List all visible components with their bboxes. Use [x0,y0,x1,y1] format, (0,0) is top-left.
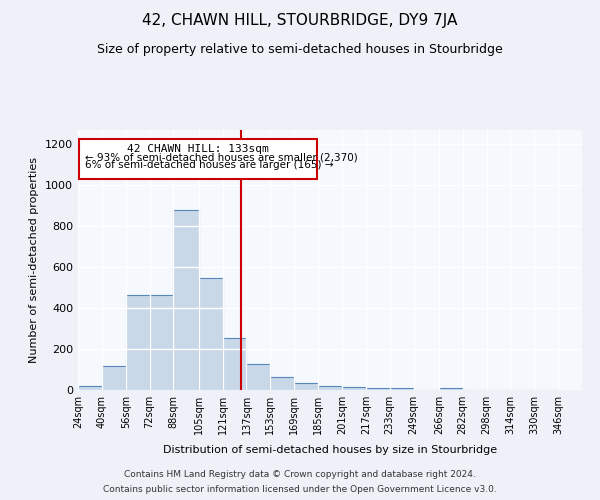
Text: Size of property relative to semi-detached houses in Stourbridge: Size of property relative to semi-detach… [97,42,503,56]
Bar [247,364,271,390]
Text: 42, CHAWN HILL, STOURBRIDGE, DY9 7JA: 42, CHAWN HILL, STOURBRIDGE, DY9 7JA [142,12,458,28]
Bar [78,386,102,390]
Text: ← 93% of semi-detached houses are smaller (2,370): ← 93% of semi-detached houses are smalle… [85,152,358,162]
Y-axis label: Number of semi-detached properties: Number of semi-detached properties [29,157,40,363]
Bar [271,376,294,390]
Bar [342,387,366,390]
X-axis label: Distribution of semi-detached houses by size in Stourbridge: Distribution of semi-detached houses by … [163,446,497,456]
Bar [389,388,413,390]
Text: 42 CHAWN HILL: 133sqm: 42 CHAWN HILL: 133sqm [127,144,269,154]
Bar [102,366,126,390]
Bar [223,338,247,390]
Bar [439,388,463,390]
Bar [199,278,223,390]
Text: Contains public sector information licensed under the Open Government Licence v3: Contains public sector information licen… [103,485,497,494]
Bar [294,383,318,390]
Bar [126,295,149,390]
Bar [318,386,342,390]
Bar [366,388,389,390]
Bar [173,210,199,390]
Bar [149,295,173,390]
Text: 6% of semi-detached houses are larger (165) →: 6% of semi-detached houses are larger (1… [85,160,334,170]
FancyBboxPatch shape [79,139,317,179]
Text: Contains HM Land Registry data © Crown copyright and database right 2024.: Contains HM Land Registry data © Crown c… [124,470,476,479]
